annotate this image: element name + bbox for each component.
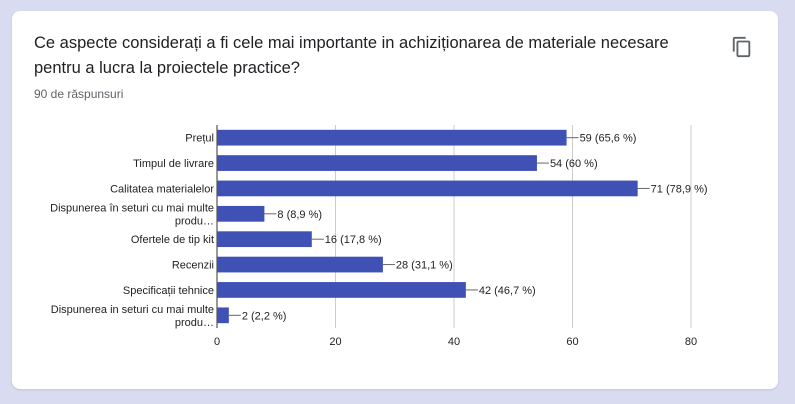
x-tick-label: 20 — [329, 336, 341, 348]
data-label: 8 (8,9 %) — [277, 209, 322, 221]
category-label: Dispunerea în seturi cu mai multe — [50, 202, 214, 214]
category-label: Recenzii — [172, 260, 214, 272]
category-label: produ… — [175, 317, 214, 329]
bar — [217, 282, 466, 298]
data-label: 28 (31,1 %) — [396, 260, 453, 272]
category-label: Prețul — [185, 133, 214, 145]
bar — [217, 231, 312, 248]
question-title: Ce aspecte considerați a fi cele mai imp… — [34, 34, 669, 77]
category-label: Timpul de livrare — [133, 158, 214, 170]
category-label: Ofertele de tip kit — [131, 234, 214, 246]
copy-chart-button[interactable] — [728, 33, 756, 61]
bar — [217, 205, 265, 222]
category-label: Calitatea materialelor — [110, 183, 214, 195]
data-label: 42 (46,7 %) — [479, 285, 536, 297]
data-label: 2 (2,2 %) — [242, 310, 287, 322]
copy-icon — [732, 36, 751, 58]
data-label: 16 (17,8 %) — [325, 234, 382, 246]
bar — [217, 129, 567, 146]
category-label: Dispunerea in seturi cu mai multe — [51, 304, 214, 316]
bar — [217, 155, 537, 171]
data-label: 59 (65,6 %) — [580, 133, 637, 145]
x-tick-label: 40 — [448, 336, 460, 348]
bars — [217, 129, 638, 324]
labels: 0 20 40 60 80 59 (65,6 %) Prețul 54 (60 %) Timpu… — [50, 133, 707, 348]
data-label: 71 (78,9 %) — [651, 183, 708, 195]
bar — [217, 307, 229, 324]
bar — [217, 180, 638, 197]
x-tick-label: 80 — [685, 336, 697, 348]
response-count: 90 de răspunsuri — [34, 87, 124, 101]
x-tick-label: 0 — [214, 336, 220, 348]
question-card: Ce aspecte considerați a fi cele mai imp… — [12, 11, 778, 389]
bar-chart: 0 20 40 60 80 59 (65,6 %) Prețul 54 (60 %) Timpu… — [50, 125, 708, 348]
category-label: Specificații tehnice — [123, 285, 214, 297]
x-tick-label: 60 — [566, 336, 578, 348]
data-label: 54 (60 %) — [550, 158, 598, 170]
category-label: produ… — [175, 215, 214, 227]
bar — [217, 256, 383, 273]
